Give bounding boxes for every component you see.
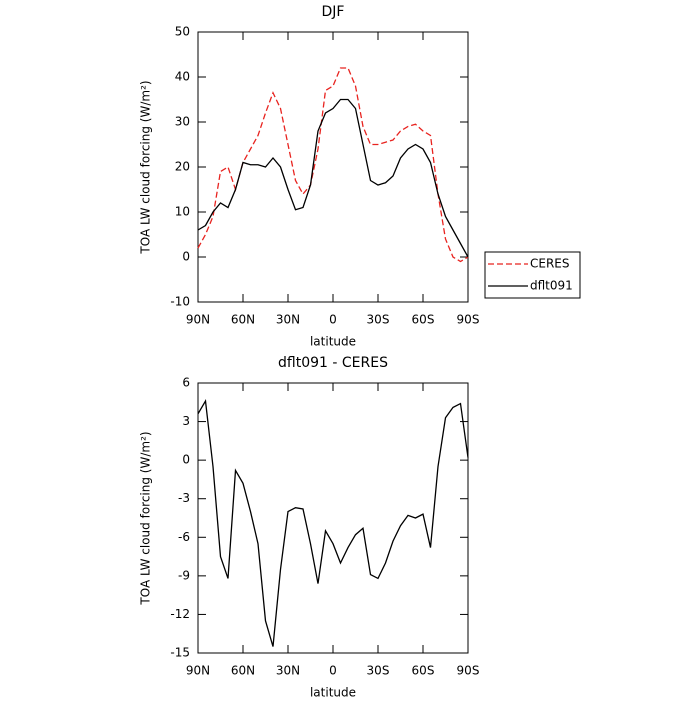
plot-frame: [197, 382, 469, 654]
plot-frame: [197, 31, 469, 303]
x-tick-label: 90N: [186, 313, 210, 327]
x-tick-label: 0: [329, 313, 337, 327]
y-tick-label: -12: [170, 607, 190, 621]
x-tick-label: 60N: [231, 313, 255, 327]
y-axis-label: TOA LW cloud forcing (W/m²): [139, 431, 153, 605]
y-tick-label: -3: [178, 491, 190, 505]
y-tick-label: -15: [170, 646, 190, 660]
y-tick-label: 40: [175, 70, 190, 84]
data-line: [197, 67, 469, 263]
y-tick-label: 3: [182, 414, 190, 428]
x-tick-label: 90S: [457, 313, 480, 327]
y-tick-label: 30: [175, 115, 190, 129]
x-axis-label: latitude: [310, 335, 356, 349]
x-axis-label: latitude: [310, 686, 356, 700]
y-tick-label: 50: [175, 25, 190, 39]
chart-title: DJF: [322, 4, 345, 20]
x-tick-label: 60S: [412, 664, 435, 678]
chart-title: dflt091 - CERES: [278, 355, 388, 371]
x-tick-label: 90N: [186, 664, 210, 678]
x-tick-label: 30N: [276, 313, 300, 327]
y-tick-label: 10: [175, 205, 190, 219]
y-tick-label: -6: [178, 530, 190, 544]
legend-label: CERES: [530, 257, 570, 271]
x-tick-label: 30S: [367, 313, 390, 327]
y-tick-label: 6: [182, 376, 190, 390]
data-line: [197, 98, 469, 258]
x-tick-label: 60S: [412, 313, 435, 327]
legend-box: [484, 251, 581, 299]
x-tick-label: 0: [329, 664, 337, 678]
x-tick-label: 90S: [457, 664, 480, 678]
y-tick-label: -10: [170, 295, 190, 309]
y-tick-label: 0: [182, 250, 190, 264]
y-tick-label: 0: [182, 453, 190, 467]
y-tick-label: -9: [178, 568, 190, 582]
legend-label: dflt091: [530, 279, 573, 293]
x-tick-label: 30N: [276, 664, 300, 678]
x-tick-label: 60N: [231, 664, 255, 678]
x-tick-label: 30S: [367, 664, 390, 678]
y-axis-label: TOA LW cloud forcing (W/m²): [139, 80, 153, 254]
y-tick-label: 20: [175, 160, 190, 174]
data-line: [197, 398, 469, 647]
